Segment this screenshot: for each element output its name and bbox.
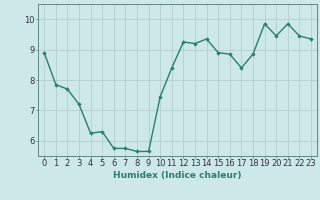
X-axis label: Humidex (Indice chaleur): Humidex (Indice chaleur) bbox=[113, 171, 242, 180]
